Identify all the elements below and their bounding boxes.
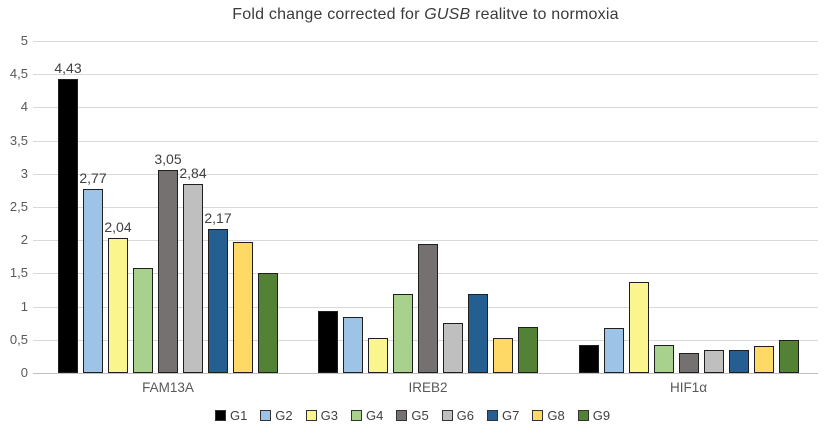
bar-G1-IREB2 — [318, 311, 338, 373]
legend-label-G8: G8 — [547, 408, 565, 423]
legend-label-G7: G7 — [502, 408, 520, 423]
legend-item-G3: G3 — [305, 408, 338, 423]
legend-label-G4: G4 — [365, 408, 384, 423]
legend-swatch-G5 — [396, 410, 408, 421]
bar-G2-HIF1α — [604, 328, 624, 373]
category-label-HIF1α: HIF1α — [669, 380, 708, 395]
bar-G5-FAM13A — [158, 170, 178, 373]
category-label-IREB2: IREB2 — [408, 380, 448, 395]
legend-swatch-G7 — [487, 410, 499, 421]
chart-title: Fold change corrected for GUSB realitve … — [33, 6, 818, 24]
bar-G5-IREB2 — [418, 244, 438, 373]
legend-label-G6: G6 — [456, 408, 475, 423]
bar-G4-HIF1α — [654, 345, 674, 373]
legend-item-G2: G2 — [260, 408, 293, 423]
bar-G4-FAM13A — [133, 268, 153, 373]
bar-G7-FAM13A — [208, 229, 228, 373]
data-label-G7-FAM13A: 2,17 — [204, 210, 232, 226]
bar-G3-HIF1α — [629, 282, 649, 373]
gridline-3 — [33, 174, 818, 175]
legend-item-G1: G1 — [214, 408, 248, 423]
y-axis-tick-4,5: 4,5 — [9, 66, 28, 81]
category-label-FAM13A: FAM13A — [142, 380, 194, 395]
gridline-3,5 — [33, 141, 818, 142]
y-axis-tick-4: 4 — [20, 99, 28, 114]
legend-item-G6: G6 — [441, 408, 475, 423]
data-label-G6-FAM13A: 2,84 — [179, 165, 207, 181]
data-label-G3-FAM13A: 2,04 — [104, 219, 132, 235]
chart-title-gene-italic: GUSB — [424, 6, 471, 23]
gridline-4,5 — [33, 74, 818, 75]
bar-G8-IREB2 — [493, 338, 513, 373]
bar-G6-FAM13A — [183, 184, 203, 373]
legend-swatch-G3 — [305, 410, 317, 421]
y-axis-tick-3: 3 — [20, 166, 28, 181]
legend-label-G1: G1 — [229, 408, 248, 423]
legend-swatch-G4 — [350, 410, 362, 421]
legend-item-G7: G7 — [487, 408, 519, 423]
data-label-G2-FAM13A: 2,77 — [79, 170, 107, 186]
legend-swatch-G1 — [214, 410, 226, 421]
legend-item-G9: G9 — [577, 408, 611, 423]
bar-G2-FAM13A — [83, 189, 103, 373]
bar-G3-FAM13A — [108, 238, 128, 373]
legend-item-G5: G5 — [396, 408, 429, 423]
y-axis-tick-3,5: 3,5 — [9, 133, 28, 148]
y-axis-tick-0,5: 0,5 — [9, 332, 28, 347]
data-label-G5-FAM13A: 3,05 — [154, 151, 182, 167]
bar-G5-HIF1α — [679, 353, 699, 373]
legend-swatch-G2 — [260, 410, 272, 421]
legend-swatch-G6 — [441, 410, 453, 421]
bar-G8-HIF1α — [754, 346, 774, 373]
gridline-4 — [33, 107, 818, 108]
legend-label-G3: G3 — [320, 408, 338, 423]
legend-label-G5: G5 — [411, 408, 429, 423]
gridline-2,5 — [33, 207, 818, 208]
bar-G1-FAM13A — [58, 79, 78, 373]
y-axis-tick-5: 5 — [20, 33, 28, 48]
gridline-2 — [33, 240, 818, 241]
legend-item-G4: G4 — [350, 408, 384, 423]
bar-G6-IREB2 — [443, 323, 463, 373]
bar-G9-HIF1α — [779, 340, 799, 373]
gridline-5 — [33, 41, 818, 42]
bar-G9-FAM13A — [258, 273, 278, 373]
y-axis-tick-1: 1 — [20, 299, 28, 314]
bar-G7-IREB2 — [468, 294, 488, 373]
bar-G6-HIF1α — [704, 350, 724, 373]
x-axis-line — [33, 373, 818, 374]
bar-G8-FAM13A — [233, 242, 253, 373]
legend-item-G8: G8 — [532, 408, 565, 423]
y-axis-tick-0: 0 — [20, 365, 28, 380]
chart-legend: G1 G2 G3 G4 G5 G6 G7 G8 G9 — [0, 408, 825, 423]
legend-swatch-G9 — [577, 410, 589, 421]
y-axis-tick-2: 2 — [20, 232, 28, 247]
chart-title-prefix: Fold change corrected for — [232, 6, 425, 23]
legend-label-G9: G9 — [592, 408, 611, 423]
bar-G3-IREB2 — [368, 338, 388, 373]
data-label-G1-FAM13A: 4,43 — [54, 60, 82, 76]
y-axis-tick-2,5: 2,5 — [9, 199, 28, 214]
bar-G1-HIF1α — [579, 345, 599, 373]
legend-label-G2: G2 — [275, 408, 293, 423]
chart-title-suffix: realitve to normoxia — [470, 6, 619, 23]
bar-G4-IREB2 — [393, 294, 413, 373]
bar-G9-IREB2 — [518, 327, 538, 373]
legend-swatch-G8 — [532, 410, 544, 421]
y-axis-tick-1,5: 1,5 — [9, 265, 28, 280]
bar-G7-HIF1α — [729, 350, 749, 373]
bar-G2-IREB2 — [343, 317, 363, 373]
